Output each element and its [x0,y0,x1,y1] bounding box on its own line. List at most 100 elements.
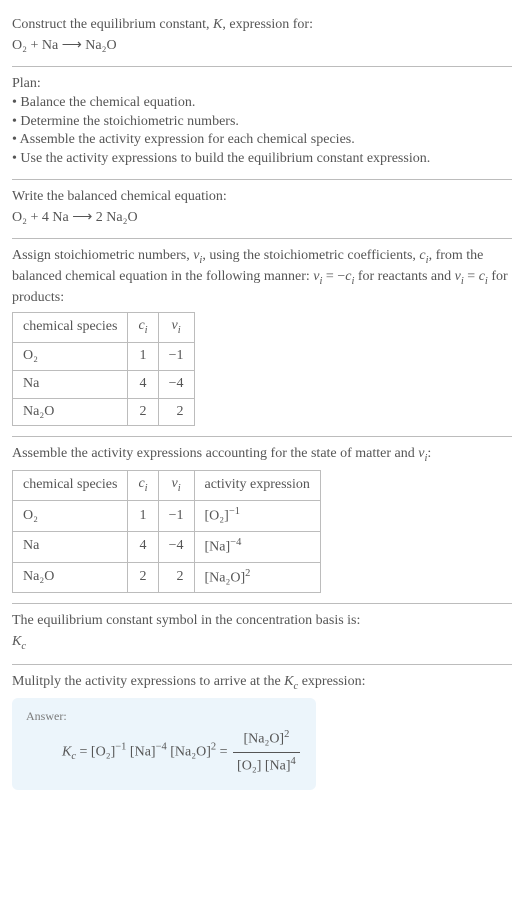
balanced-section: Write the balanced chemical equation: O₂… [12,180,512,239]
term: [O₂] [91,744,115,759]
text: = − [322,269,345,284]
cell-vi: −4 [158,370,194,398]
cell-ci: 1 [128,342,158,370]
sub: i [145,483,148,494]
exp: 2 [245,568,250,579]
cell-vi: −1 [158,342,194,370]
eq: = [76,744,91,759]
balanced-label: Write the balanced chemical equation: [12,188,512,207]
unbalanced-eq: O₂ + Na ⟶ Na₂O [12,37,512,56]
plan-section: Plan: • Balance the chemical equation. •… [12,67,512,180]
cell-species: O₂ [13,501,128,532]
K: K [12,634,21,649]
activity-table: chemical species ci νi activity expressi… [12,470,321,593]
plan-item: • Balance the chemical equation. [12,94,512,113]
plan-item: • Determine the stoichiometric numbers. [12,113,512,132]
col-vi: νi [158,471,194,501]
prompt-line1: Construct the equilibrium constant, K, e… [12,16,512,35]
table-row: O₂ 1 −1 [13,342,195,370]
activity-section: Assemble the activity expressions accoun… [12,437,512,604]
cell-ci: 4 [128,370,158,398]
plan-heading: Plan: [12,75,512,94]
table-header-row: chemical species ci νi [13,312,195,342]
eq: = [216,744,231,759]
col-ci: ci [128,471,158,501]
col-ci: ci [128,312,158,342]
table-row: O₂ 1 −1 [O₂]−1 [13,501,321,532]
K: K [284,674,293,689]
answer-label: Answer: [26,708,302,724]
prompt-section: Construct the equilibrium constant, K, e… [12,8,512,67]
K-symbol: K [213,17,222,32]
sub: i [178,325,181,336]
exp: 4 [291,756,296,767]
table-row: Na 4 −4 [13,370,195,398]
cell-vi: −4 [158,531,194,562]
balanced-eq: O₂ + 4 Na ⟶ 2 Na₂O [12,209,512,228]
base: [O₂] [Na] [237,758,290,773]
cell-species: Na [13,531,128,562]
col-species: chemical species [13,312,128,342]
sub: c [21,641,26,652]
stoich-section: Assign stoichiometric numbers, νi , using… [12,239,512,437]
text: = [464,269,479,284]
answer-eq: Kc = [O₂]−1 [Na]−4 [Na₂O]2 = [Na₂O]2[O₂]… [26,728,302,776]
text: : [427,446,431,461]
base: [Na₂O] [205,570,246,585]
text: , using the stoichiometric coefficients, [202,248,419,263]
col-activity: activity expression [194,471,320,501]
cell-species: Na₂O [13,398,128,426]
cell-ci: 1 [128,501,158,532]
text: expression: [298,674,365,689]
table-row: Na₂O 2 2 [Na₂O]2 [13,562,321,593]
table-header-row: chemical species ci νi activity expressi… [13,471,321,501]
text: Construct the equilibrium constant, [12,17,213,32]
exp: 2 [284,729,289,740]
exp: −4 [230,537,241,548]
term: [Na₂O] [167,744,211,759]
answer-box: Answer: Kc = [O₂]−1 [Na]−4 [Na₂O]2 = [Na… [12,698,316,790]
base: [O₂] [205,509,229,524]
cell-species: O₂ [13,342,128,370]
kc-text: The equilibrium constant symbol in the c… [12,612,512,631]
cell-activity: [Na]−4 [194,531,320,562]
table-row: Na₂O 2 2 [13,398,195,426]
cell-ci: 4 [128,531,158,562]
text: , expression for: [222,17,313,32]
text: Assign stoichiometric numbers, [12,248,193,263]
cell-ci: 2 [128,562,158,593]
exp: −4 [156,742,167,753]
cell-activity: [Na₂O]2 [194,562,320,593]
cell-activity: [O₂]−1 [194,501,320,532]
sub: i [178,483,181,494]
result-text: Mulitply the activity expressions to arr… [12,673,512,694]
text: for reactants and [354,269,454,284]
kc-symbol-section: The equilibrium constant symbol in the c… [12,604,512,665]
numerator: [Na₂O]2 [233,728,300,753]
col-vi: νi [158,312,194,342]
cell-vi: −1 [158,501,194,532]
base: [Na] [205,540,231,555]
K: K [62,744,71,759]
cell-species: Na [13,370,128,398]
term: [Na] [126,744,155,759]
exp: −1 [115,742,126,753]
cell-ci: 2 [128,398,158,426]
fraction: [Na₂O]2[O₂] [Na]4 [233,728,300,776]
text: Mulitply the activity expressions to arr… [12,674,284,689]
plan-item: • Use the activity expressions to build … [12,150,512,169]
cell-species: Na₂O [13,562,128,593]
plan-item: • Assemble the activity expression for e… [12,131,512,150]
stoich-text: Assign stoichiometric numbers, νi, using… [12,247,512,308]
sub: i [145,325,148,336]
exp: −1 [229,506,240,517]
base: [Na₂O] [243,732,284,747]
table-row: Na 4 −4 [Na]−4 [13,531,321,562]
kc-symbol: Kc [12,633,512,654]
col-species: chemical species [13,471,128,501]
cell-vi: 2 [158,562,194,593]
text: Assemble the activity expressions accoun… [12,446,418,461]
stoich-table: chemical species ci νi O₂ 1 −1 Na 4 −4 N… [12,312,195,427]
activity-text: Assemble the activity expressions accoun… [12,445,512,466]
denominator: [O₂] [Na]4 [233,753,300,777]
